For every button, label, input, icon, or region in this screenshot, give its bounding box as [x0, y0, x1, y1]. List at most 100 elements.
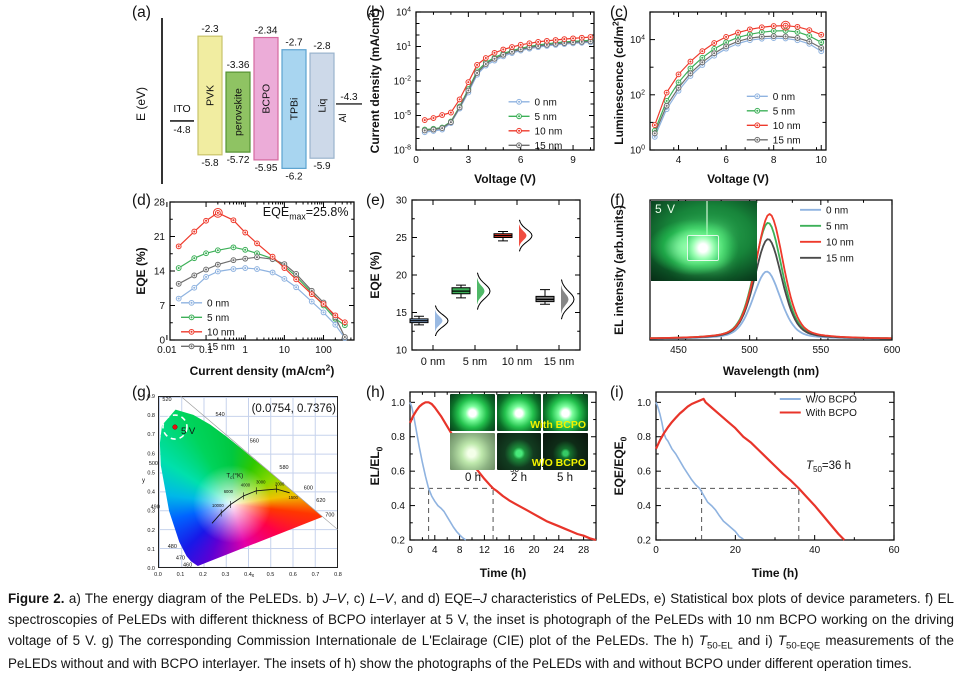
panel-c: (c) 4 6 8 10 100 102 104 Voltage (V) Luminescenc… [610, 4, 902, 190]
svg-text:perovskite: perovskite [233, 88, 245, 136]
svg-text:450: 450 [670, 345, 687, 356]
svg-text:0.2: 0.2 [391, 536, 405, 547]
svg-text:15: 15 [396, 308, 408, 319]
svg-text:0.6: 0.6 [391, 467, 405, 478]
svg-text:TPBi: TPBi [289, 98, 301, 121]
svg-text:8: 8 [457, 545, 463, 556]
panel-label-e: (e) [366, 192, 385, 209]
svg-text:T50​=36 h: T50​=36 h [806, 460, 851, 474]
eqe-box-plot-chart: 10 15 20 25 30 0 nm 5 nm 10 nm 15 nm EQE (%) [366, 192, 606, 382]
photo-with-bcpo-5h [543, 394, 588, 431]
svg-text:40: 40 [809, 545, 821, 556]
svg-text:5 nm: 5 nm [207, 313, 229, 324]
svg-text:490: 490 [151, 505, 160, 511]
svg-text:W/O BCPO: W/O BCPO [806, 395, 857, 406]
panel-label-h: (h) [366, 384, 385, 401]
svg-text:-2.7: -2.7 [285, 38, 303, 49]
svg-text:0.4: 0.4 [391, 501, 405, 512]
svg-text:10 nm: 10 nm [502, 356, 533, 368]
svg-text:21: 21 [154, 232, 166, 243]
svg-text:0.7: 0.7 [147, 432, 155, 438]
svg-text:Time (h): Time (h) [752, 566, 798, 580]
panel-h: (h) 0 4 8 12 16 20 24 28 0.2 0.4 0.6 0.8 1.0 Time (h)… [366, 384, 606, 584]
svg-text:0: 0 [653, 545, 659, 556]
svg-text:101: 101 [396, 41, 411, 53]
svg-text:Al: Al [338, 114, 349, 123]
svg-text:4: 4 [676, 155, 682, 166]
svg-text:-6.2: -6.2 [285, 171, 303, 182]
svg-text:5 nm: 5 nm [463, 356, 487, 368]
svg-text:With BCPO: With BCPO [806, 408, 857, 419]
svg-text:10 nm: 10 nm [826, 237, 854, 248]
svg-text:3: 3 [466, 155, 472, 166]
cie-plot-frame [158, 396, 338, 568]
panel-a: (a) E (eV) ITO -4.8 PVK -2.3 -5.8 perovskite -3… [132, 4, 364, 190]
svg-text:5 nm: 5 nm [826, 221, 848, 232]
svg-text:1.0: 1.0 [391, 398, 405, 409]
svg-text:-5.9: -5.9 [313, 161, 331, 172]
svg-text:0.8: 0.8 [334, 572, 342, 578]
svg-text:Luminescence (cd/m2​): Luminescence (cd/m2​) [610, 17, 626, 144]
eqe-current-density-chart: 0.01 0.1 1 10 100 0 7 14 21 28 Current density (mA… [132, 192, 364, 382]
svg-text:580: 580 [279, 465, 288, 471]
svg-text:0.6: 0.6 [289, 572, 297, 578]
svg-text:16: 16 [504, 545, 516, 556]
luminescence-voltage-chart: 4 6 8 10 100 102 104 Voltage (V) Luminescence (c… [610, 4, 902, 190]
svg-text:25: 25 [396, 233, 408, 244]
panel-b: (b) 0 3 6 9 10-8 10-5 10-2 101 104 Voltage (V) Cur… [366, 4, 606, 190]
svg-text:0.4: 0.4 [637, 501, 651, 512]
current-density-voltage-chart: 0 3 6 9 10-8 10-5 10-2 101 104 Voltage (V) Current… [366, 4, 606, 190]
svg-text:3000: 3000 [256, 480, 266, 485]
svg-text:15 nm: 15 nm [207, 342, 235, 353]
svg-text:EQE (%): EQE (%) [134, 247, 148, 294]
svg-text:9: 9 [570, 155, 576, 166]
svg-text:Liq: Liq [317, 99, 329, 113]
svg-text:10: 10 [279, 345, 291, 356]
svg-text:EQE/EQE0​: EQE/EQE0​ [612, 436, 628, 495]
svg-text:0.01: 0.01 [157, 345, 177, 356]
svg-text:10-5: 10-5 [394, 110, 411, 122]
panel-g: (g) 0.0 0.1 0.2 0.3 0.4 0.5 0.6 0.7 0.8 0.0 0.1 0.2… [132, 384, 364, 584]
svg-text:1.0: 1.0 [637, 398, 651, 409]
svg-text:20: 20 [396, 271, 408, 282]
svg-text:5 nm: 5 nm [773, 106, 795, 117]
svg-text:4: 4 [432, 545, 438, 556]
svg-text:8: 8 [771, 155, 777, 166]
device-photo-inset: 5 V [651, 201, 757, 281]
eqe-lifetime-chart: 0 20 40 60 0.2 0.4 0.6 0.8 1.0 Time (h) EQE/EQE0​ W… [610, 384, 902, 584]
wo-bcpo-label: W/O BCPO [531, 457, 586, 469]
svg-text:460: 460 [183, 562, 192, 568]
svg-text:Current density (mA/cm2​): Current density (mA/cm2​) [190, 362, 335, 378]
svg-text:10: 10 [396, 346, 408, 357]
svg-text:540: 540 [216, 412, 225, 418]
svg-text:Tc(°K): Tc(°K) [226, 473, 243, 481]
svg-text:15 nm: 15 nm [773, 135, 801, 146]
svg-text:0.5: 0.5 [267, 572, 275, 578]
svg-text:ITO: ITO [173, 103, 190, 115]
svg-text:0.8: 0.8 [391, 432, 405, 443]
cie-diagram-chart: 0.0 0.1 0.2 0.3 0.4 0.5 0.6 0.7 0.8 0.0 0.1 0.2 0.3 0… [132, 384, 364, 584]
svg-text:12: 12 [479, 545, 491, 556]
panel-label-g: (g) [132, 384, 151, 401]
svg-text:Voltage (V): Voltage (V) [474, 172, 536, 186]
svg-text:EQEmax​=25.8%: EQEmax​=25.8% [263, 205, 349, 222]
svg-text:520: 520 [162, 397, 171, 403]
svg-text:104: 104 [630, 34, 645, 46]
time-label-2h: 2 h [511, 472, 527, 484]
svg-text:28: 28 [154, 198, 166, 209]
svg-text:Voltage (V): Voltage (V) [707, 172, 769, 186]
svg-text:-2.34: -2.34 [255, 26, 278, 37]
panel-label-i: (i) [610, 384, 624, 401]
svg-text:0.5: 0.5 [147, 470, 155, 476]
photo-wo-bcpo-5h [543, 433, 588, 470]
svg-text:102: 102 [630, 90, 645, 102]
svg-text:-2.3: -2.3 [201, 24, 219, 35]
svg-text:0 nm: 0 nm [421, 356, 445, 368]
svg-text:60: 60 [888, 545, 900, 556]
svg-text:0 nm: 0 nm [773, 92, 795, 103]
el-spectra-chart: 450 500 550 600 Wavelength (nm) EL intensity … [610, 192, 902, 382]
svg-text:10: 10 [816, 155, 828, 166]
svg-text:24: 24 [553, 545, 565, 556]
svg-text:600: 600 [884, 345, 901, 356]
